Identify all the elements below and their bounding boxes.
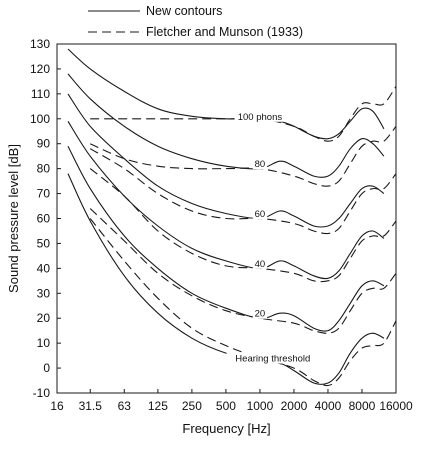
- legend: New contours Fletcher and Munson (1933): [88, 4, 303, 39]
- curve-label-40: 40: [255, 259, 266, 270]
- curve-label-background: [226, 352, 320, 364]
- legend-entry-new-contours: New contours: [146, 4, 222, 18]
- fletcher-munson-contour-100-phons: [90, 86, 397, 142]
- x-tick-label: 250: [182, 399, 202, 413]
- curve-label-60: 60: [255, 209, 266, 220]
- y-tick-label: 20: [37, 311, 51, 325]
- x-tick-label: 125: [148, 399, 168, 413]
- fletcher-munson-contour-80: [89, 125, 397, 187]
- curve-label-100-phons: 100 phons: [238, 112, 283, 123]
- y-tick-label: 40: [37, 261, 51, 275]
- x-axis: 16 31.5 63 125 250 500 1000 2000 4000 8000 16000: [50, 389, 413, 413]
- curve-label-background: [252, 257, 268, 269]
- curve-label-background: [234, 110, 286, 122]
- new-contour-100-phons: [67, 48, 385, 140]
- curve-label-hearing-threshold: Hearing threshold: [235, 354, 310, 365]
- curve-labels-group: 100 phons 80 60 40 20 Hearing threshold: [226, 110, 320, 365]
- new-contour-hearing-threshold: [67, 173, 385, 385]
- y-tick-label: 50: [37, 236, 51, 250]
- y-axis: -10 0 10 20 30 40 50 60 70 80 90 100 110 120 130: [30, 37, 61, 400]
- y-tick-label: 110: [31, 87, 50, 101]
- x-tick-label: 1000: [247, 399, 274, 413]
- y-tick-label: 90: [37, 137, 51, 151]
- y-tick-label: 10: [37, 336, 51, 350]
- y-tick-label: 0: [43, 361, 50, 375]
- new-contour-20: [67, 145, 385, 332]
- new-contour-60: [67, 93, 385, 228]
- curves-group: [67, 48, 397, 387]
- new-contour-80: [67, 73, 385, 178]
- new-contour-40: [67, 121, 385, 280]
- y-tick-label: -10: [33, 386, 51, 400]
- x-tick-label: 63: [118, 399, 132, 413]
- curve-label-20: 20: [255, 309, 266, 320]
- fletcher-munson-contour-20: [89, 208, 397, 334]
- legend-entry-fletcher-munson: Fletcher and Munson (1933): [146, 25, 303, 39]
- fletcher-munson-contour-40: [89, 168, 397, 283]
- x-tick-label: 8000: [349, 399, 376, 413]
- x-axis-title: Frequency [Hz]: [182, 421, 270, 436]
- y-tick-label: 30: [37, 286, 51, 300]
- x-tick-label: 16: [50, 399, 64, 413]
- curve-label-80: 80: [255, 159, 266, 170]
- x-tick-label: 4000: [315, 399, 342, 413]
- y-tick-label: 100: [30, 112, 50, 126]
- x-tick-label: 500: [216, 399, 236, 413]
- curve-label-background: [252, 307, 268, 319]
- curve-label-background: [252, 158, 268, 170]
- fletcher-munson-contour-60: [89, 148, 397, 235]
- x-tick-label: 2000: [281, 399, 308, 413]
- curve-label-background: [252, 208, 268, 220]
- y-tick-label: 130: [30, 37, 50, 51]
- y-tick-label: 120: [30, 62, 50, 76]
- y-tick-label: 80: [37, 162, 51, 176]
- fletcher-munson-contour-threshold: [89, 218, 397, 387]
- y-tick-label: 70: [37, 187, 51, 201]
- y-tick-label: 60: [37, 212, 51, 226]
- y-axis-title: Sound pressure level [dB]: [6, 144, 21, 293]
- x-tick-label: 31.5: [79, 399, 103, 413]
- x-tick-label: 16000: [379, 399, 413, 413]
